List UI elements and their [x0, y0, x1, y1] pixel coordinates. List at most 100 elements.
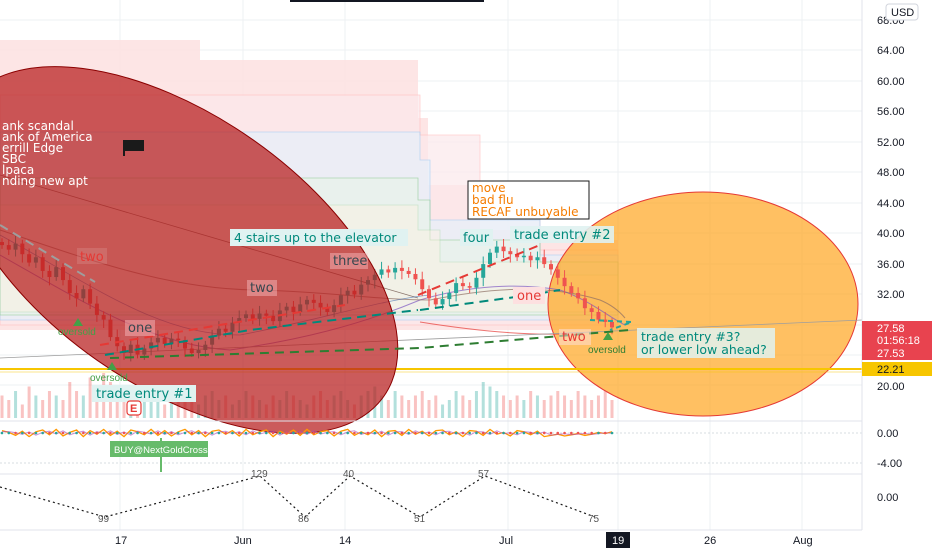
time-tick: 19	[612, 535, 624, 547]
trade-entry-1-label: trade entry #1	[92, 385, 196, 402]
oscillator-dot	[468, 431, 471, 435]
trade-zone-circle	[547, 191, 859, 417]
volume-bar	[441, 404, 445, 418]
volume-bar	[380, 395, 384, 418]
volume-bar	[542, 400, 546, 418]
bank-item: errill Edge	[2, 141, 63, 155]
svg-text:trade entry #1: trade entry #1	[96, 387, 192, 402]
oscillator-dot	[305, 431, 309, 435]
oscillator-dot	[481, 431, 485, 435]
oscillator-dot	[14, 431, 17, 435]
oscillator-dot	[197, 431, 200, 435]
osc-tick: 0.00	[877, 428, 898, 440]
candle	[399, 267, 404, 271]
oscillator-dot	[75, 431, 78, 435]
svg-text:oversold: oversold	[58, 327, 96, 338]
price-badge	[862, 346, 932, 360]
oscillator-dot	[190, 431, 194, 435]
volume-bar	[407, 400, 411, 418]
oversold-marker: oversold	[588, 332, 626, 356]
volume-bar	[122, 395, 126, 418]
volume-bar	[88, 377, 92, 418]
volume-bar	[495, 391, 499, 418]
volume-bar	[549, 395, 553, 418]
svg-text:oversold: oversold	[90, 373, 128, 384]
oscillator-dot	[54, 431, 58, 435]
volume-bar	[34, 395, 38, 418]
oscillator-dot	[237, 431, 241, 435]
flag-icon[interactable]	[123, 140, 144, 156]
volume-bar	[156, 395, 160, 418]
candle	[474, 277, 479, 288]
volume-bar	[393, 391, 397, 418]
oscillator-dot	[326, 431, 329, 435]
candle	[610, 321, 614, 328]
candle	[528, 255, 533, 261]
volume-bar	[149, 400, 153, 418]
oscillator-dot	[597, 431, 600, 435]
volume-bar	[583, 395, 587, 418]
wave-label-four: four	[460, 229, 493, 246]
svg-text:E: E	[130, 403, 137, 415]
earnings-marker[interactable]: E	[126, 400, 142, 416]
oscillator-dot	[278, 431, 282, 435]
oscillator-dot	[353, 431, 356, 435]
candle	[379, 269, 384, 275]
oscillator-dot	[380, 431, 383, 435]
volume-bar	[427, 400, 431, 418]
oscillator-dot	[217, 431, 221, 435]
candle	[488, 252, 492, 265]
buy-signal-label: BUY@NextGoldCross	[110, 438, 208, 472]
wave-label-two: two	[247, 280, 277, 296]
oscillator-dot	[549, 431, 553, 435]
oscillator-dot	[583, 431, 587, 435]
price-tick: 36.00	[877, 259, 905, 271]
oscillator-dot	[603, 431, 607, 435]
candle	[460, 283, 465, 287]
trade-entry-3-label: trade entry #3? or lower low ahead?	[637, 328, 775, 358]
price-tick: 52.00	[877, 137, 905, 149]
volume-bar	[461, 395, 465, 418]
candle	[494, 246, 499, 253]
svg-text:trade entry #3?: trade entry #3?	[641, 329, 740, 344]
oscillator-pane	[0, 428, 862, 464]
svg-text:RECAF unbuyable: RECAF unbuyable	[472, 205, 578, 219]
price-tick: 32.00	[877, 289, 905, 301]
oscillator-dot	[183, 431, 187, 435]
oscillator-dot	[292, 431, 295, 435]
oscillator-dot	[156, 431, 160, 435]
volume-bar	[502, 395, 506, 418]
oscillator-dot	[41, 431, 44, 435]
oscillator-dot	[48, 431, 51, 435]
volume-bar	[563, 395, 567, 418]
time-tick: Jun	[234, 535, 252, 547]
svg-text:two: two	[562, 330, 586, 345]
volume-bar	[14, 391, 18, 418]
bank-item: ank scandal	[2, 119, 74, 133]
volume-bar	[163, 404, 167, 418]
elevator-label: 4 stairs up to the elevator	[230, 229, 408, 246]
oscillator-dot	[576, 431, 580, 435]
oscillator-dot	[251, 431, 255, 435]
oscillator-dot	[509, 431, 512, 435]
oscillator-dot	[244, 431, 248, 435]
price-scale[interactable]: 68.00 64.00 60.00 56.00 52.00 48.00 44.0…	[861, 0, 932, 530]
svg-text:oversold: oversold	[588, 345, 626, 356]
bank-list: ank scandal ank of America errill Edge S…	[2, 119, 93, 188]
svg-text:three: three	[333, 254, 367, 269]
oscillator-dot	[258, 431, 261, 435]
candle	[427, 289, 431, 299]
news-box: move bad flu RECAF unbuyable	[467, 180, 590, 220]
volume-bar	[176, 395, 180, 418]
price-tick: 40.00	[877, 228, 905, 240]
oscillator-dot	[529, 431, 532, 435]
svg-text:trade entry #2: trade entry #2	[514, 228, 610, 243]
oscillator-dot	[163, 431, 166, 435]
time-axis[interactable]: 17 Jun 14 Jul 19 26 Aug	[0, 529, 932, 550]
oscillator-dot	[88, 431, 92, 435]
oscillator-dot	[231, 431, 234, 435]
oscillator-dot	[27, 431, 31, 435]
oscillator-dot	[346, 431, 349, 435]
svg-text:or lower low ahead?: or lower low ahead?	[641, 342, 767, 357]
